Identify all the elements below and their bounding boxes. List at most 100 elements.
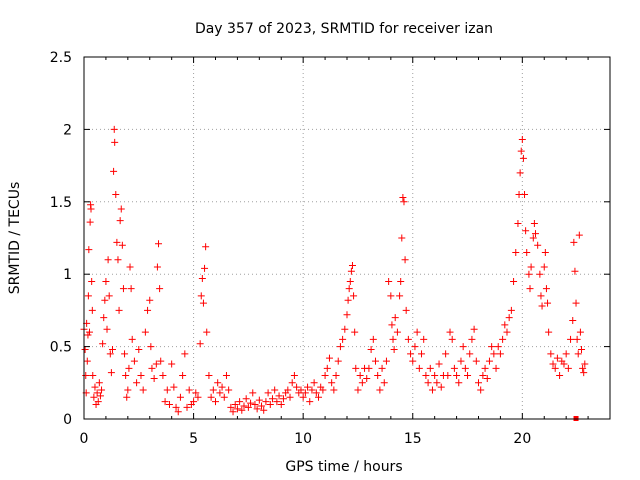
- data-point: [110, 125, 118, 133]
- data-point: [198, 275, 206, 283]
- data-point: [545, 328, 553, 336]
- data-point: [117, 205, 125, 213]
- data-point: [398, 234, 406, 242]
- data-point: [516, 169, 524, 177]
- data-point: [519, 154, 527, 162]
- data-point: [485, 357, 493, 365]
- data-point: [141, 328, 149, 336]
- data-point: [428, 386, 436, 394]
- data-point: [347, 267, 355, 275]
- data-point: [391, 314, 399, 322]
- data-point: [422, 372, 430, 380]
- x-tick-label: 10: [294, 431, 312, 447]
- data-point: [89, 372, 97, 380]
- chart-title: Day 357 of 2023, SRMTID for receiver iza…: [195, 21, 493, 37]
- data-point: [125, 364, 133, 372]
- data-point: [111, 138, 119, 146]
- data-point: [153, 263, 161, 271]
- data-point: [531, 230, 539, 238]
- data-point: [106, 350, 114, 358]
- data-point: [110, 167, 118, 175]
- data-point: [411, 343, 419, 351]
- data-point: [380, 379, 388, 387]
- data-point: [321, 372, 329, 380]
- data-point: [172, 403, 180, 411]
- data-point: [490, 350, 498, 358]
- data-point: [399, 193, 407, 201]
- data-point: [365, 364, 373, 372]
- data-point: [247, 399, 255, 407]
- data-point: [91, 383, 99, 391]
- data-point: [344, 296, 352, 304]
- y-tick-label: 1.5: [50, 195, 72, 211]
- data-point: [199, 299, 207, 307]
- data-point: [527, 263, 535, 271]
- data-point: [293, 383, 301, 391]
- data-point: [146, 296, 154, 304]
- data-point: [304, 383, 312, 391]
- data-point: [225, 386, 233, 394]
- data-point: [249, 389, 257, 397]
- data-point: [358, 379, 366, 387]
- data-point: [348, 262, 356, 270]
- data-point: [85, 246, 93, 254]
- data-point: [468, 335, 476, 343]
- data-point: [431, 372, 439, 380]
- data-point: [301, 389, 309, 397]
- data-point: [461, 364, 469, 372]
- data-point: [124, 386, 132, 394]
- data-point: [475, 379, 482, 387]
- data-point: [229, 408, 237, 416]
- data-point: [356, 372, 364, 380]
- data-point: [196, 340, 204, 348]
- data-point: [522, 227, 530, 235]
- data-point: [569, 317, 577, 325]
- data-point: [350, 292, 358, 300]
- data-point: [266, 401, 274, 409]
- data-point: [148, 364, 156, 372]
- data-point: [197, 292, 205, 300]
- data-point: [96, 392, 104, 400]
- data-point: [216, 389, 224, 397]
- data-point: [415, 364, 423, 372]
- data-point: [174, 408, 182, 416]
- data-point: [168, 360, 176, 368]
- data-point: [192, 389, 200, 397]
- data-point: [176, 393, 184, 401]
- data-point: [369, 335, 377, 343]
- data-point: [231, 401, 239, 409]
- data-point: [551, 364, 559, 372]
- data-point: [286, 393, 294, 401]
- data-point: [126, 263, 134, 271]
- data-point: [244, 403, 252, 411]
- data-point: [536, 270, 544, 278]
- data-point: [341, 325, 349, 333]
- data-point: [279, 395, 287, 403]
- data-point: [567, 335, 575, 343]
- data-point: [477, 386, 485, 394]
- data-point: [354, 386, 362, 394]
- data-point: [499, 335, 507, 343]
- data-point: [409, 357, 417, 365]
- data-point: [530, 220, 538, 228]
- data-point: [85, 328, 93, 336]
- data-point: [258, 402, 266, 410]
- data-point: [396, 292, 404, 300]
- data-point: [306, 398, 314, 406]
- y-tick-label: 2.5: [50, 50, 72, 66]
- data-point: [277, 401, 285, 409]
- data-point: [113, 238, 121, 246]
- data-point: [323, 364, 331, 372]
- data-point: [397, 277, 405, 285]
- data-point: [165, 401, 173, 409]
- data-point: [542, 285, 550, 293]
- data-point: [81, 345, 89, 353]
- x-tick-label: 15: [404, 431, 422, 447]
- data-point: [510, 277, 518, 285]
- data-point: [325, 354, 333, 362]
- data-point: [572, 299, 580, 307]
- data-point: [121, 350, 129, 358]
- data-point: [185, 386, 193, 394]
- data-point: [517, 147, 525, 155]
- data-point: [152, 360, 160, 368]
